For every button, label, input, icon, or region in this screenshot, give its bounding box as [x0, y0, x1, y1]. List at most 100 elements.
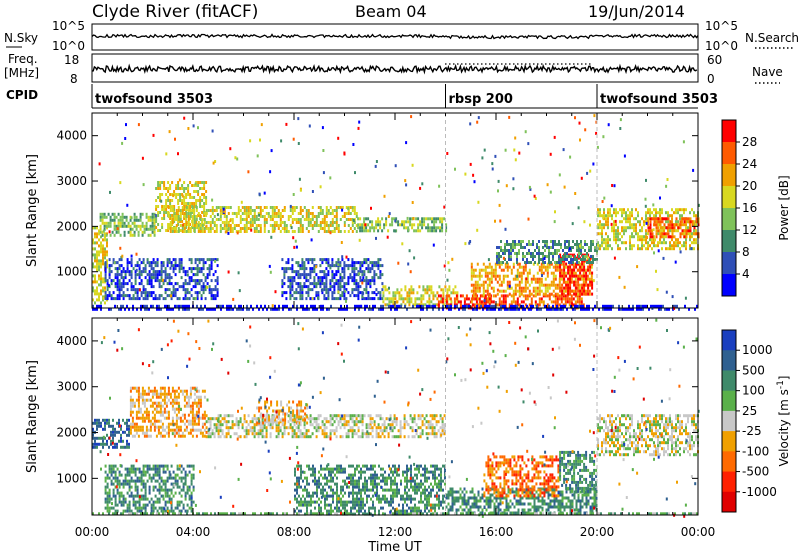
power-echo-cell [611, 184, 614, 187]
power-echo-cell [455, 294, 458, 298]
velocity-echo-cell [126, 418, 128, 422]
velocity-echo-cell [231, 414, 234, 418]
power-echo-cell [146, 297, 149, 301]
power-echo-cell [161, 226, 164, 229]
velocity-echo-cell [94, 445, 96, 449]
velocity-echo-cell [143, 431, 146, 435]
power-echo-cell [574, 307, 576, 311]
power-echo-cell [109, 190, 111, 194]
power-echo-cell [349, 212, 352, 215]
power-echo-cell [693, 229, 695, 233]
power-echo-cell [567, 286, 570, 290]
power-echo-cell [524, 303, 527, 307]
power-echo-cell [122, 291, 125, 295]
power-echo-cell [182, 307, 184, 311]
power-echo-cell [305, 297, 308, 301]
velocity-echo-cell [197, 404, 200, 408]
power-echo-cell [214, 160, 217, 163]
power-echo-cell [603, 211, 605, 215]
power-echo-cell [577, 206, 580, 210]
velocity-echo-cell [159, 434, 162, 438]
power-echo-cell [611, 229, 613, 233]
power-echo-cell [589, 283, 592, 287]
power-echo-cell [124, 273, 127, 277]
power-echo-cell [629, 247, 631, 251]
power-echo-cell [448, 268, 451, 272]
velocity-echo-cell [171, 416, 174, 420]
power-echo-cell [665, 232, 668, 236]
velocity-echo-cell [145, 392, 148, 396]
velocity-echo-cell [161, 413, 164, 417]
power-echo-cell [157, 205, 160, 208]
power-echo-cell [179, 209, 182, 212]
power-echo-cell [303, 218, 306, 221]
power-echo-cell [404, 304, 406, 308]
velocity-echo-cell [249, 420, 252, 424]
power-echo-cell [335, 297, 338, 301]
power-echo-cell [586, 307, 588, 311]
power-echo-cell [408, 291, 411, 295]
power-echo-cell [576, 294, 579, 298]
power-echo-cell [237, 230, 240, 233]
power-echo-cell [156, 270, 159, 274]
power-echo-cell [275, 212, 278, 215]
power-echo-cell [524, 261, 526, 264]
power-echo-cell [120, 294, 123, 298]
power-echo-cell [532, 289, 535, 293]
power-echo-cell [319, 212, 322, 215]
velocity-echo-cell [179, 416, 182, 420]
power-echo-cell [349, 227, 352, 230]
power-echo-cell [193, 205, 196, 208]
power-echo-cell [569, 268, 572, 272]
power-echo-cell [221, 221, 224, 224]
power-echo-cell [571, 289, 574, 293]
power-echo-cell [488, 292, 491, 296]
power-echo-cell [433, 220, 436, 224]
power-echo-cell [125, 215, 128, 219]
velocity-echo-cell [137, 395, 140, 399]
power-echo-cell [208, 270, 211, 274]
power-echo-cell [363, 217, 366, 221]
power-echo-cell [148, 273, 151, 277]
power-echo-cell [433, 226, 436, 230]
power-echo-cell [206, 282, 209, 286]
power-echo-cell [561, 283, 564, 287]
power-echo-cell [601, 244, 603, 248]
velocity-echo-cell [191, 386, 194, 390]
power-echo-cell [677, 211, 679, 215]
power-echo-cell [508, 303, 511, 307]
power-echo-cell [673, 244, 675, 248]
power-echo-cell [556, 252, 558, 255]
power-echo-cell [496, 255, 498, 258]
power-echo-cell [315, 224, 318, 227]
power-echo-cell [510, 246, 512, 249]
power-echo-cell [423, 223, 426, 227]
power-echo-cell [494, 271, 497, 275]
power-echo-cell [577, 283, 580, 287]
power-echo-cell [297, 227, 300, 230]
power-echo-cell [621, 214, 623, 218]
power-echo-cell [121, 221, 124, 225]
power-echo-cell [530, 307, 532, 311]
power-echo-cell [398, 304, 400, 308]
power-echo-cell [676, 304, 678, 308]
power-echo-cell [263, 221, 266, 224]
velocity-echo-cell [263, 414, 266, 418]
power-echo-cell [187, 212, 190, 215]
power-echo-cell [195, 218, 198, 221]
velocity-echo-cell [94, 421, 96, 425]
power-echo-cell [344, 289, 347, 293]
velocity-echo-cell [195, 428, 198, 432]
power-echo-cell [156, 264, 159, 268]
power-echo-cell [556, 286, 559, 290]
velocity-echo-cell [253, 435, 256, 439]
velocity-echo-cell [209, 426, 212, 430]
power-echo-cell [237, 209, 240, 212]
power-echo-cell [583, 274, 586, 278]
power-echo-cell [504, 258, 506, 261]
power-echo-cell [171, 223, 174, 226]
power-echo-cell [536, 286, 539, 290]
power-echo-cell [94, 259, 96, 263]
power-echo-cell [438, 184, 441, 188]
power-echo-cell [615, 211, 617, 215]
